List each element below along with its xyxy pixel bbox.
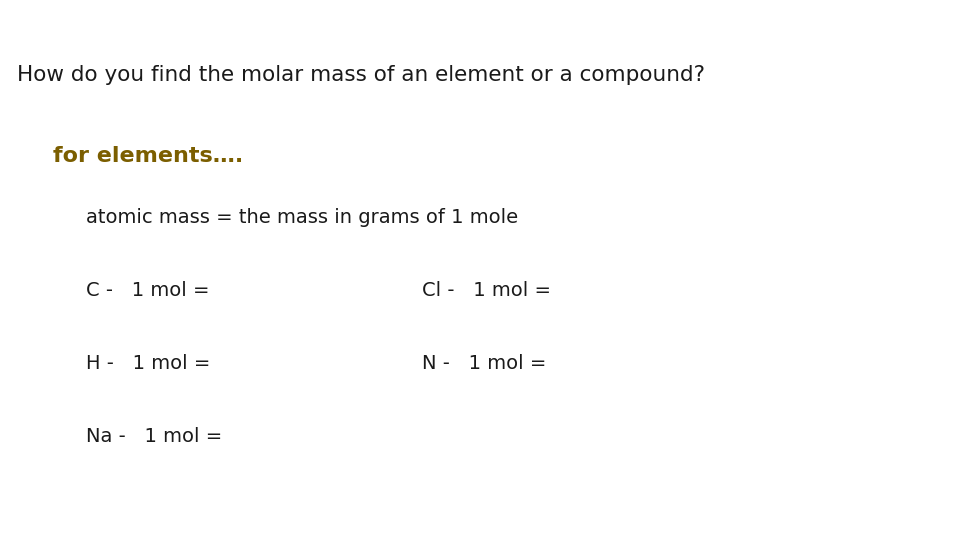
Text: for elements….: for elements…. [53,146,243,166]
Text: Na -   1 mol =: Na - 1 mol = [86,427,223,446]
Text: N -   1 mol =: N - 1 mol = [422,354,547,373]
Text: Cl -   1 mol =: Cl - 1 mol = [422,281,551,300]
Text: H -   1 mol =: H - 1 mol = [86,354,211,373]
Text: C -   1 mol =: C - 1 mol = [86,281,210,300]
Text: How do you find the molar mass of an element or a compound?: How do you find the molar mass of an ele… [17,65,706,85]
Text: atomic mass = the mass in grams of 1 mole: atomic mass = the mass in grams of 1 mol… [86,208,518,227]
